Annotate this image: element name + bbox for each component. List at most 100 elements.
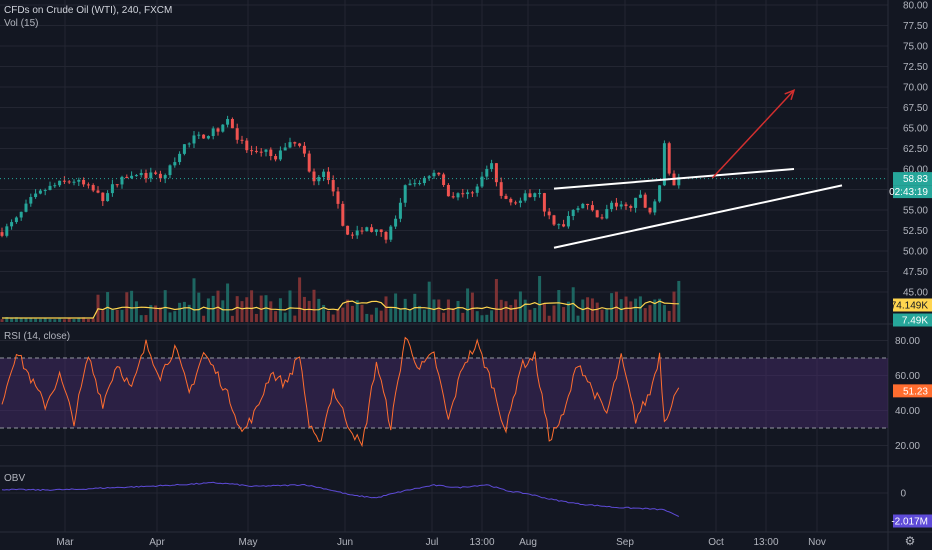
candle-body[interactable] xyxy=(19,211,23,218)
candle-body[interactable] xyxy=(149,172,153,179)
candle-body[interactable] xyxy=(509,198,513,203)
candle-body[interactable] xyxy=(350,234,354,236)
candle-body[interactable] xyxy=(163,175,167,179)
candle-body[interactable] xyxy=(470,192,474,194)
candle-body[interactable] xyxy=(542,193,546,212)
candle-body[interactable] xyxy=(293,142,297,144)
candle-body[interactable] xyxy=(62,180,66,182)
candle-body[interactable] xyxy=(24,203,28,212)
candle-body[interactable] xyxy=(10,222,14,227)
candle-body[interactable] xyxy=(677,177,681,186)
candle-body[interactable] xyxy=(667,143,671,174)
candle-body[interactable] xyxy=(624,204,628,207)
candle-body[interactable] xyxy=(528,193,532,198)
candle-body[interactable] xyxy=(552,215,556,225)
candle-body[interactable] xyxy=(96,190,100,193)
candle-body[interactable] xyxy=(610,202,614,210)
candle-body[interactable] xyxy=(658,185,662,202)
candle-body[interactable] xyxy=(197,134,201,136)
candle-body[interactable] xyxy=(461,193,465,195)
price-axis[interactable]: 80.00 77.50 75.00 72.50 70.00 67.50 65.00 62.50… xyxy=(889,1,932,528)
candle-body[interactable] xyxy=(326,171,330,181)
candle-body[interactable] xyxy=(206,136,210,139)
candle-body[interactable] xyxy=(250,150,254,152)
candle-body[interactable] xyxy=(235,128,239,140)
candle-body[interactable] xyxy=(331,180,335,192)
candle-body[interactable] xyxy=(365,227,369,232)
candle-body[interactable] xyxy=(312,171,316,182)
rsi-pane[interactable] xyxy=(0,336,888,448)
candle-body[interactable] xyxy=(288,142,292,148)
candle-body[interactable] xyxy=(120,176,124,185)
candle-body[interactable] xyxy=(14,217,18,223)
trendline-lower[interactable] xyxy=(553,184,843,249)
candle-body[interactable] xyxy=(134,175,138,177)
candle-body[interactable] xyxy=(168,165,172,176)
candle-body[interactable] xyxy=(485,168,489,177)
arrow-drawing[interactable] xyxy=(711,89,795,179)
candle-body[interactable] xyxy=(389,226,393,240)
candle-body[interactable] xyxy=(408,183,412,186)
candle-body[interactable] xyxy=(422,177,426,184)
candle-body[interactable] xyxy=(581,203,585,209)
candle-body[interactable] xyxy=(566,216,570,227)
obv-indicator-label[interactable]: OBV xyxy=(4,473,26,484)
candle-body[interactable] xyxy=(475,186,479,193)
candle-body[interactable] xyxy=(110,184,114,194)
candle-body[interactable] xyxy=(154,172,158,174)
candle-body[interactable] xyxy=(648,207,652,213)
candle-body[interactable] xyxy=(370,227,374,232)
drawing-tools[interactable] xyxy=(553,89,843,249)
candle-body[interactable] xyxy=(317,177,321,182)
candle-body[interactable] xyxy=(662,143,666,186)
candle-body[interactable] xyxy=(571,209,575,217)
candle-body[interactable] xyxy=(264,149,268,152)
candle-body[interactable] xyxy=(34,193,38,198)
candle-body[interactable] xyxy=(58,180,62,186)
candle-body[interactable] xyxy=(240,139,244,141)
candle-body[interactable] xyxy=(5,226,9,236)
candle-body[interactable] xyxy=(178,153,182,163)
candle-body[interactable] xyxy=(562,224,566,227)
candle-body[interactable] xyxy=(274,156,278,160)
candle-body[interactable] xyxy=(259,151,263,153)
candle-body[interactable] xyxy=(322,171,326,178)
obv-pane[interactable] xyxy=(1,481,680,517)
rsi-indicator-label[interactable]: RSI (14, close) xyxy=(4,331,71,342)
candle-body[interactable] xyxy=(586,203,590,206)
candle-body[interactable] xyxy=(446,184,450,197)
candle-body[interactable] xyxy=(77,179,81,182)
candle-body[interactable] xyxy=(269,149,273,157)
candle-body[interactable] xyxy=(379,229,383,232)
price-candles[interactable] xyxy=(0,115,888,244)
candle-body[interactable] xyxy=(518,200,522,203)
candle-body[interactable] xyxy=(346,225,350,235)
candle-body[interactable] xyxy=(360,230,364,232)
rsi-line[interactable] xyxy=(1,336,680,448)
candle-body[interactable] xyxy=(653,201,657,213)
candle-body[interactable] xyxy=(29,197,33,204)
candle-body[interactable] xyxy=(634,197,638,208)
candle-body[interactable] xyxy=(576,208,580,210)
candle-body[interactable] xyxy=(547,211,551,216)
candle-body[interactable] xyxy=(158,173,162,179)
candle-body[interactable] xyxy=(605,209,609,219)
candle-body[interactable] xyxy=(629,206,633,208)
candle-body[interactable] xyxy=(466,192,470,195)
candle-body[interactable] xyxy=(144,172,148,179)
candle-body[interactable] xyxy=(278,150,282,160)
candle-body[interactable] xyxy=(38,190,42,194)
candle-body[interactable] xyxy=(298,143,302,146)
candle-body[interactable] xyxy=(442,174,446,185)
candle-body[interactable] xyxy=(187,143,191,145)
candle-body[interactable] xyxy=(48,185,52,191)
candle-body[interactable] xyxy=(456,193,460,198)
candle-body[interactable] xyxy=(398,202,402,219)
obv-line[interactable] xyxy=(1,481,680,517)
trendline-upper[interactable] xyxy=(553,168,795,190)
candle-body[interactable] xyxy=(82,179,86,185)
candle-body[interactable] xyxy=(499,182,503,196)
candle-body[interactable] xyxy=(614,202,618,207)
candle-body[interactable] xyxy=(216,128,220,132)
